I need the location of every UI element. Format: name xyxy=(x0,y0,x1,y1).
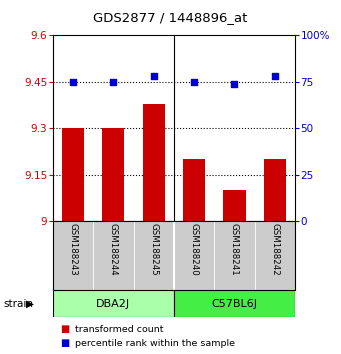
Text: GSM188245: GSM188245 xyxy=(149,223,158,276)
Text: ▶: ▶ xyxy=(26,298,34,309)
Text: GSM188243: GSM188243 xyxy=(69,223,77,276)
Point xyxy=(70,79,76,85)
Text: GSM188242: GSM188242 xyxy=(270,223,279,276)
Text: ■: ■ xyxy=(60,324,69,334)
Point xyxy=(272,73,278,79)
Text: GSM188241: GSM188241 xyxy=(230,223,239,276)
Bar xyxy=(53,290,174,317)
Text: ■: ■ xyxy=(60,338,69,348)
Point xyxy=(110,79,116,85)
Text: C57BL6J: C57BL6J xyxy=(211,298,257,309)
Bar xyxy=(183,159,205,221)
Point xyxy=(151,73,157,79)
Bar xyxy=(102,128,124,221)
Text: percentile rank within the sample: percentile rank within the sample xyxy=(75,339,235,348)
Text: GSM188240: GSM188240 xyxy=(190,223,198,276)
Text: GSM188244: GSM188244 xyxy=(109,223,118,276)
Text: DBA2J: DBA2J xyxy=(96,298,131,309)
Bar xyxy=(143,103,165,221)
Bar xyxy=(264,159,286,221)
Text: strain: strain xyxy=(3,298,33,309)
Bar xyxy=(174,290,295,317)
Text: transformed count: transformed count xyxy=(75,325,164,334)
Text: GDS2877 / 1448896_at: GDS2877 / 1448896_at xyxy=(93,11,248,24)
Point xyxy=(232,81,237,87)
Bar xyxy=(223,190,246,221)
Point xyxy=(191,79,197,85)
Bar xyxy=(62,128,84,221)
